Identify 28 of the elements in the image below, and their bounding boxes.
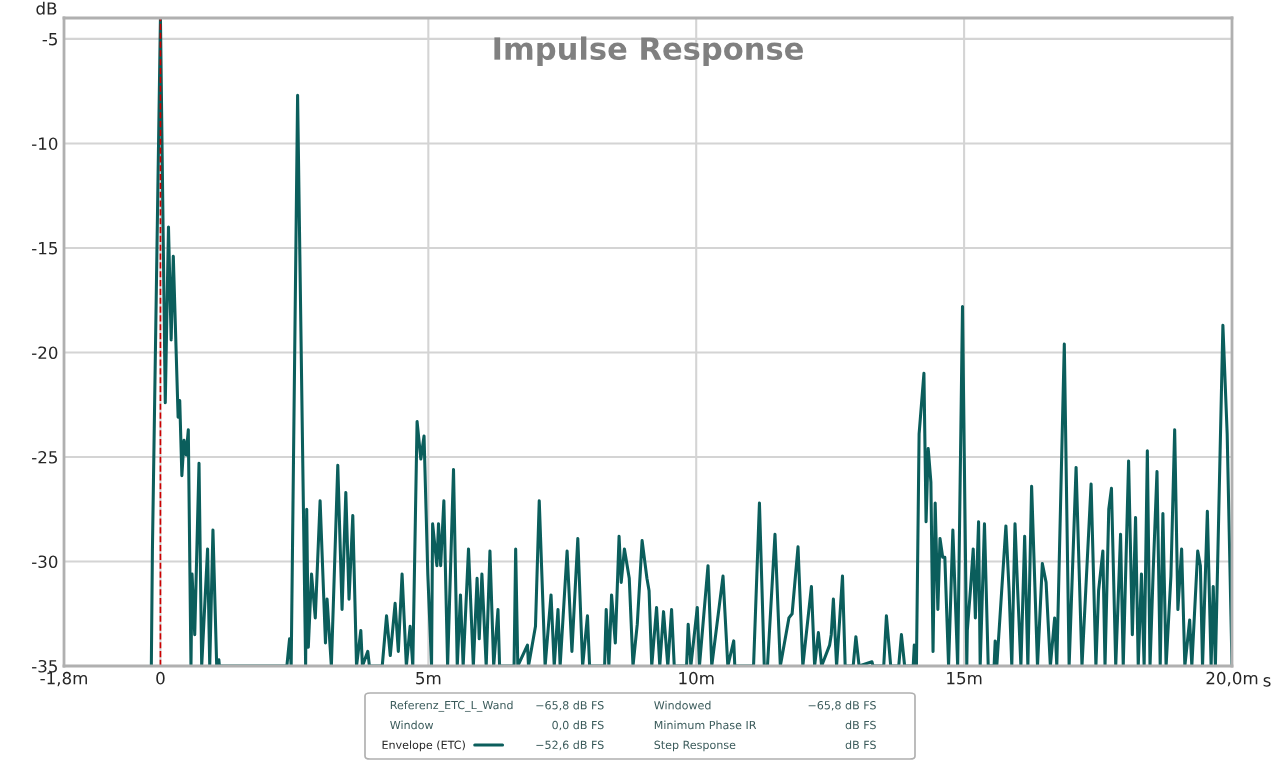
text: −52,6 dB FS xyxy=(536,740,604,751)
legend-label: Envelope (ETC) xyxy=(382,740,465,752)
text: −65,8 dB FS xyxy=(536,700,604,711)
text: Window xyxy=(390,720,434,730)
text: −65,8 dB FS xyxy=(808,700,876,711)
y-tick-label: -20 xyxy=(32,346,58,360)
text: dB FS xyxy=(845,740,876,750)
y-tick-label: -15 xyxy=(32,242,57,255)
text: Step Response xyxy=(654,740,736,752)
text: Windowed xyxy=(654,700,711,710)
y-axis-title: dB xyxy=(36,1,57,15)
text: Referenz_ETC_L_Wand xyxy=(390,700,513,712)
x-tick-label: 10m xyxy=(679,671,714,685)
text: Minimum Phase IR xyxy=(654,720,757,730)
x-tick-label: 5m xyxy=(416,672,441,685)
y-tick-label: -25 xyxy=(32,450,57,464)
text: dB FS xyxy=(845,720,876,730)
y-tick-label: -35 xyxy=(32,659,57,673)
x-tick-label: 15m xyxy=(947,672,982,685)
x-axis-title: s xyxy=(1263,677,1271,687)
x-tick-label: -1,8m xyxy=(40,671,87,687)
x-tick-label: 0 xyxy=(156,671,165,685)
text: 0,0 dB FS xyxy=(552,720,604,731)
x-tick-label: 20,0m xyxy=(1206,671,1258,687)
y-tick-label: -30 xyxy=(32,555,58,569)
y-tick-label: -5 xyxy=(42,33,57,46)
text: Impulse Response xyxy=(494,36,803,67)
y-tick-label: -10 xyxy=(32,137,58,150)
